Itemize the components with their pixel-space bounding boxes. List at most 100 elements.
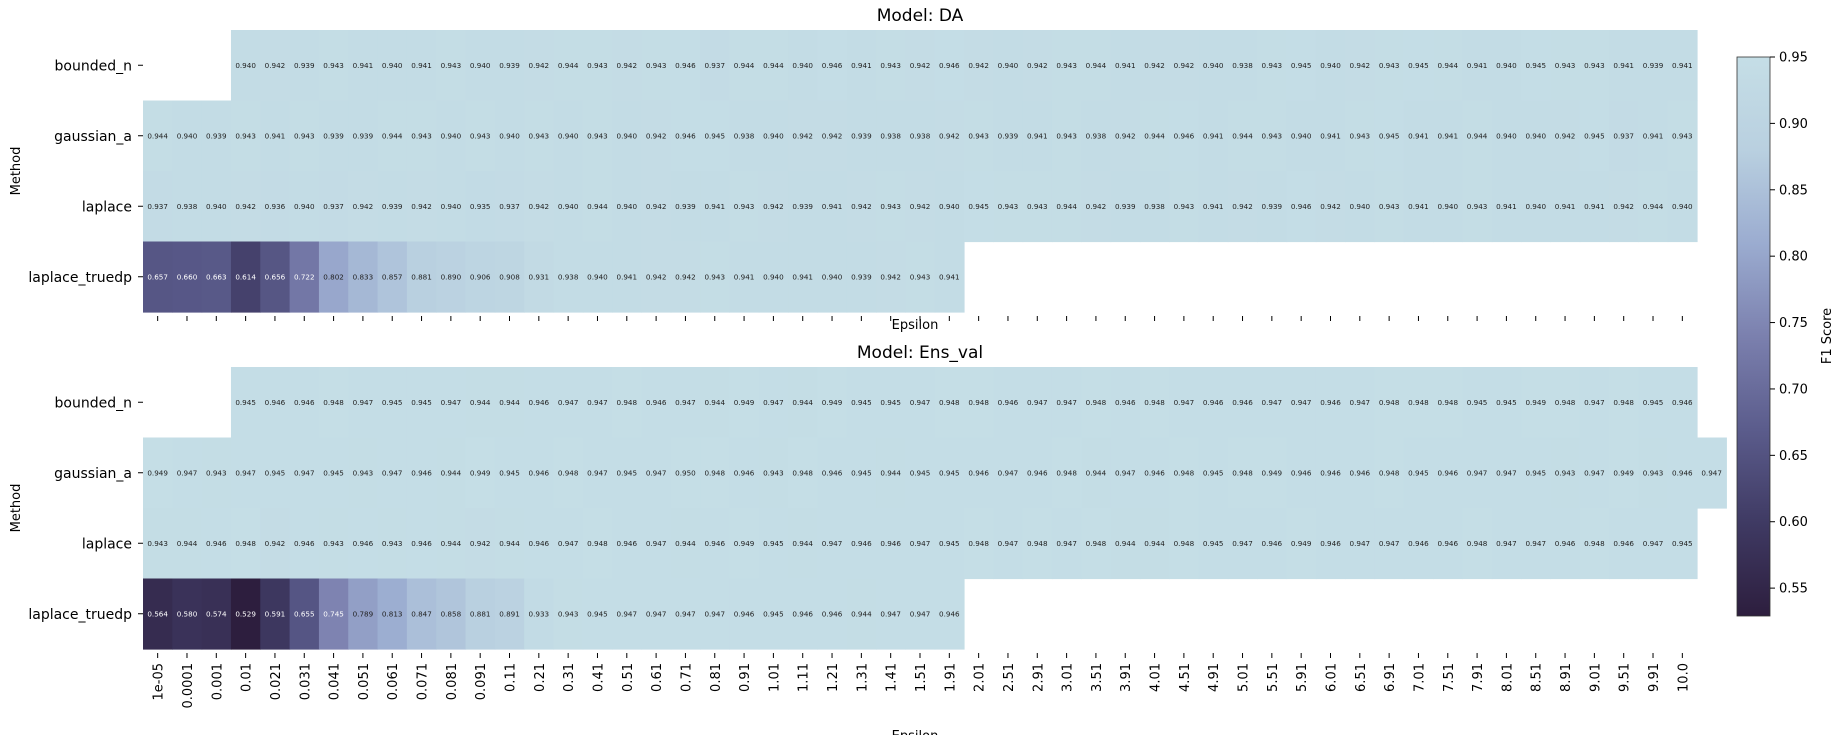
- heatmap-cell: [406, 30, 437, 102]
- x-tick-label: 6.91: [1383, 663, 1398, 692]
- heatmap-cell: [1433, 437, 1464, 509]
- heatmap-cell: [788, 171, 818, 243]
- x-tick-label: 7.01: [1412, 663, 1427, 692]
- heatmap-cell: [670, 30, 701, 102]
- cell-label: 0.943: [353, 468, 374, 477]
- x-tick-label: 5.51: [1266, 663, 1281, 692]
- heatmap-cell: [1667, 437, 1698, 509]
- cell-label: 0.938: [1086, 131, 1107, 140]
- heatmap-cell: [1110, 367, 1141, 439]
- cell-label: 0.940: [1320, 61, 1341, 70]
- cell-label: 0.945: [1291, 61, 1312, 70]
- heatmap-cell: [905, 171, 936, 243]
- cell-label: 0.943: [880, 202, 901, 211]
- cell-label: 0.943: [1672, 131, 1693, 140]
- x-tick-label: 0.061: [386, 663, 401, 700]
- cell-label: 0.943: [1056, 131, 1077, 140]
- cell-label: 0.944: [1467, 131, 1488, 140]
- cell-label: 0.946: [1320, 398, 1341, 407]
- cell-label: 0.944: [1144, 131, 1165, 140]
- heatmap-cell: [905, 30, 936, 102]
- cell-label: 0.939: [353, 131, 374, 140]
- heatmap-cell: [1227, 100, 1258, 172]
- heatmap-cell: [905, 100, 936, 172]
- heatmap-cell: [1139, 171, 1170, 243]
- cell-label: 0.940: [499, 131, 520, 140]
- cell-label: 0.802: [323, 272, 344, 281]
- cell-label: 0.944: [499, 539, 520, 548]
- heatmap-cell: [1110, 508, 1141, 580]
- heatmap-cell: [230, 437, 261, 509]
- heatmap-cell: [1227, 171, 1258, 243]
- heatmap-cell: [1051, 100, 1082, 172]
- heatmap-cell: [436, 100, 467, 172]
- cell-label: 0.941: [1408, 131, 1429, 140]
- cell-label: 0.943: [558, 609, 579, 618]
- cell-label: 0.944: [1232, 131, 1253, 140]
- cell-label: 0.943: [323, 61, 344, 70]
- cell-label: 0.937: [704, 61, 725, 70]
- heatmap-cell: [700, 30, 731, 102]
- heatmap-cell: [758, 508, 789, 580]
- heatmap-cell: [377, 241, 408, 313]
- heatmap-cell: [876, 578, 906, 650]
- heatmap-cell: [934, 100, 965, 172]
- heatmap-cell: [201, 241, 232, 313]
- cell-label: 0.946: [206, 539, 227, 548]
- heatmap-cell: [1169, 437, 1200, 509]
- cell-label: 0.943: [1555, 61, 1576, 70]
- heatmap-cell: [905, 508, 936, 580]
- heatmap-cell: [1462, 437, 1493, 509]
- heatmap-cell: [318, 578, 349, 650]
- cell-label: 0.944: [1144, 539, 1165, 548]
- cell-label: 0.947: [763, 398, 784, 407]
- heatmap-cell: [524, 100, 555, 172]
- cell-label: 0.947: [353, 398, 374, 407]
- cell-label: 0.944: [177, 539, 198, 548]
- heatmap-cell: [1374, 437, 1405, 509]
- cell-label: 0.940: [441, 202, 462, 211]
- heatmap-cell: [1433, 508, 1464, 580]
- y-axis-label: Method: [9, 147, 24, 196]
- heatmap-cell: [846, 30, 877, 102]
- heatmap-cell: [1051, 508, 1082, 580]
- cell-label: 0.947: [910, 539, 931, 548]
- x-tick-label: 2.91: [1031, 663, 1046, 692]
- cell-label: 0.833: [353, 272, 374, 281]
- panel-title: Model: Ens_val: [857, 343, 983, 363]
- heatmap-cell: [758, 100, 789, 172]
- heatmap-cell: [318, 367, 349, 439]
- heatmap-cell: [963, 508, 994, 580]
- heatmap-cell: [553, 437, 584, 509]
- heatmap-cell: [582, 578, 613, 650]
- heatmap-cell: [1081, 100, 1112, 172]
- heatmap-cell: [436, 171, 467, 243]
- panel-title: Model: DA: [877, 6, 964, 26]
- cell-label: 0.945: [851, 398, 872, 407]
- cell-label: 0.942: [968, 61, 989, 70]
- x-tick-label: 0.31: [562, 663, 577, 692]
- heatmap-cell: [788, 30, 818, 102]
- heatmap-cell: [846, 100, 877, 172]
- heatmap-cell: [1139, 508, 1170, 580]
- cell-label: 0.947: [382, 468, 403, 477]
- heatmap-cell: [641, 508, 672, 580]
- cell-label: 0.940: [1437, 202, 1458, 211]
- cell-label: 0.944: [763, 61, 784, 70]
- cell-label: 0.939: [851, 272, 872, 281]
- cell-label: 0.943: [587, 131, 608, 140]
- cell-label: 0.948: [587, 539, 608, 548]
- heatmap-cell: [1638, 437, 1669, 509]
- cell-label: 0.933: [529, 609, 550, 618]
- heatmap-cell: [934, 508, 965, 580]
- cell-label: 0.946: [1027, 468, 1048, 477]
- heatmap-cell: [1403, 437, 1434, 509]
- cell-label: 0.942: [646, 131, 667, 140]
- cell-label: 0.947: [177, 468, 198, 477]
- heatmap-cell: [289, 437, 320, 509]
- cell-label: 0.940: [177, 131, 198, 140]
- heatmap-cell: [993, 437, 1024, 509]
- heatmap-cell: [612, 171, 643, 243]
- heatmap-cell: [143, 171, 173, 243]
